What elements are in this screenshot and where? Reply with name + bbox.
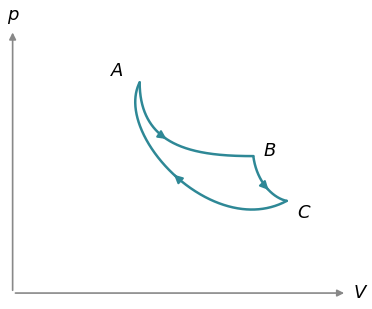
Text: C: C [297, 204, 310, 222]
Text: A: A [110, 62, 123, 80]
Text: B: B [263, 142, 276, 160]
Text: p: p [7, 6, 18, 24]
Text: V: V [354, 284, 366, 302]
